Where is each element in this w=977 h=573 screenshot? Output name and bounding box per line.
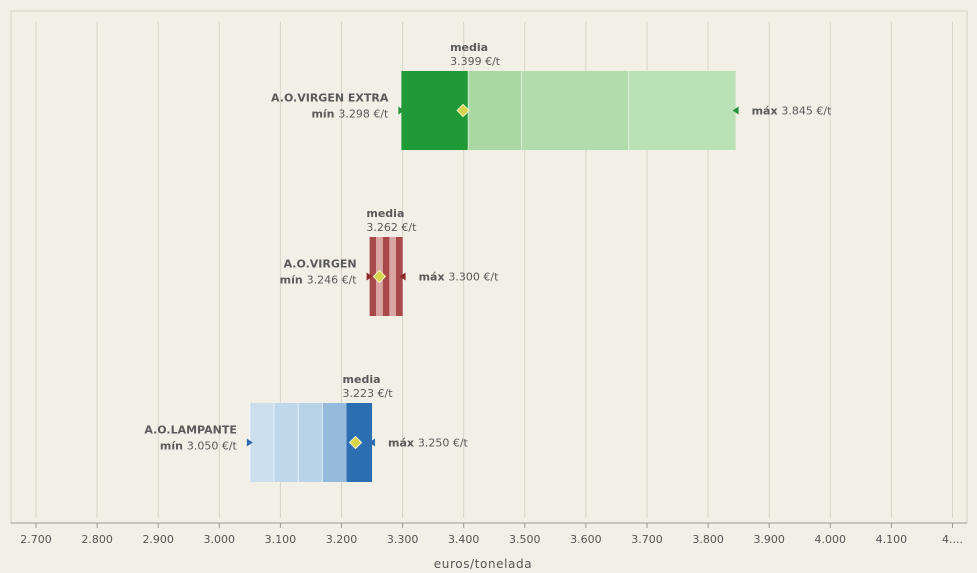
bar-segment (521, 71, 629, 150)
min-marker (398, 106, 405, 115)
max-marker (399, 272, 406, 281)
x-tick-label: 3.600 (570, 533, 602, 546)
mean-label: media (450, 41, 488, 54)
bar-segment (628, 71, 736, 150)
min-marker (246, 438, 253, 447)
max-value-label: máx 3.250 €/t (388, 437, 469, 450)
mean-label: media (366, 207, 404, 220)
max-marker (732, 106, 739, 115)
mean-marker (456, 103, 470, 118)
bar-segment (468, 71, 522, 150)
x-tick-label: 3.500 (509, 533, 541, 546)
min-marker (366, 272, 373, 281)
x-tick-label: 4.100 (876, 533, 908, 546)
max-marker (369, 438, 376, 447)
mean-value-label: 3.399 €/t (450, 55, 501, 68)
min-value-label: mín 3.298 €/t (311, 108, 389, 121)
series-name-label: A.O.VIRGEN EXTRA (271, 92, 389, 105)
bar-0 (398, 71, 739, 150)
series-name-label: A.O.VIRGEN (284, 258, 357, 271)
bar-segment (396, 237, 403, 316)
mean-value-label: 3.223 €/t (343, 387, 394, 400)
bar-segment (322, 403, 347, 482)
x-tick-label: 3.000 (204, 533, 236, 546)
bar-1 (366, 237, 406, 316)
bar-segment (249, 403, 275, 482)
x-tick-label: 2.900 (142, 533, 174, 546)
min-value-label: mín 3.246 €/t (280, 274, 358, 287)
mean-label: media (343, 373, 381, 386)
bar-segment (298, 403, 323, 482)
mean-marker (348, 435, 363, 450)
x-tick-label: 3.100 (265, 533, 297, 546)
max-value-label: máx 3.300 €/t (419, 271, 500, 284)
bar-2 (246, 403, 376, 482)
x-tick-label: 3.300 (387, 533, 419, 546)
series-name-label: A.O.LAMPANTE (144, 424, 236, 437)
x-axis-ticks: 2.700 2.800 2.900 3.000 3.100 3.200 3.300 3.400… (20, 523, 963, 546)
x-tick-label: 3.900 (753, 533, 785, 546)
bar-segment (389, 237, 397, 316)
x-tick-label: 2.700 (20, 533, 52, 546)
mean-marker (372, 269, 387, 284)
bar-segment (274, 403, 299, 482)
x-tick-label: 4.... (942, 533, 963, 546)
mean-value-label: 3.262 €/t (366, 221, 417, 234)
x-tick-label: 3.700 (631, 533, 663, 546)
max-value-label: máx 3.845 €/t (752, 105, 833, 118)
x-tick-label: 3.800 (692, 533, 724, 546)
x-tick-label: 3.400 (448, 533, 480, 546)
x-tick-label: 2.800 (81, 533, 113, 546)
bar-segment (382, 237, 390, 316)
min-value-label: mín 3.050 €/t (160, 440, 238, 453)
x-tick-label: 3.200 (326, 533, 358, 546)
x-axis-title: euros/tonelada (434, 557, 532, 571)
x-tick-label: 4.000 (815, 533, 847, 546)
bars (246, 71, 739, 482)
